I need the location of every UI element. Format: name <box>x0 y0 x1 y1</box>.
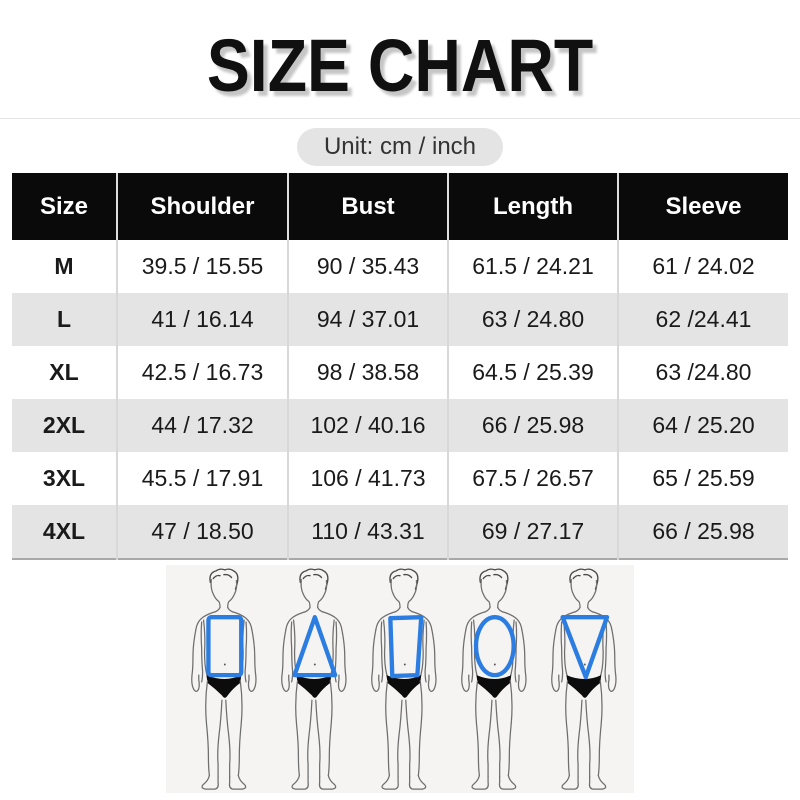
oval-shape-icon <box>473 615 516 678</box>
body-figure-trapezoid <box>356 567 444 791</box>
col-header-bust: Bust <box>287 173 448 240</box>
sleeve-cell: 64 / 25.20 <box>617 399 788 452</box>
bust-cell: 110 / 43.31 <box>287 505 448 559</box>
shoulder-cell: 42.5 / 16.73 <box>116 346 288 399</box>
length-cell: 66 / 25.98 <box>447 399 618 452</box>
male-silhouette-triangle <box>281 568 347 790</box>
table-row-4xl: 4XL 47 / 18.50 110 / 43.31 69 / 27.17 66… <box>12 505 788 559</box>
body-figure-inverted-triangle <box>536 567 624 791</box>
size-table-body: M 39.5 / 15.55 90 / 35.43 61.5 / 24.21 6… <box>12 240 788 559</box>
bust-cell: 90 / 35.43 <box>287 240 448 293</box>
shoulder-cell: 44 / 17.32 <box>116 399 288 452</box>
length-cell: 61.5 / 24.21 <box>447 240 618 293</box>
size-cell: 3XL <box>12 452 117 505</box>
sleeve-cell: 62 /24.41 <box>617 293 788 346</box>
trapezoid-shape-icon <box>388 615 424 679</box>
length-cell: 67.5 / 26.57 <box>447 452 618 505</box>
table-row-xl: XL 42.5 / 16.73 98 / 38.58 64.5 / 25.39 … <box>12 346 788 399</box>
size-cell: M <box>12 240 117 293</box>
size-cell: 4XL <box>12 505 117 559</box>
male-silhouette-inverted-triangle <box>551 568 617 790</box>
page-title: SIZE CHART <box>0 0 800 104</box>
table-row-m: M 39.5 / 15.55 90 / 35.43 61.5 / 24.21 6… <box>12 240 788 293</box>
size-cell: 2XL <box>12 399 117 452</box>
sleeve-cell: 65 / 25.59 <box>617 452 788 505</box>
body-figure-rectangle <box>176 567 264 791</box>
sleeve-cell: 61 / 24.02 <box>617 240 788 293</box>
male-silhouette-trapezoid <box>371 568 437 790</box>
male-silhouette-oval <box>461 568 527 790</box>
triangle-shape-icon <box>292 615 338 678</box>
length-cell: 64.5 / 25.39 <box>447 346 618 399</box>
col-header-shoulder: Shoulder <box>116 173 288 240</box>
page-title-text: SIZE CHART <box>206 24 594 107</box>
size-table: Size Shoulder Bust Length Sleeve M 39.5 … <box>12 173 788 560</box>
size-cell: XL <box>12 346 117 399</box>
table-row-2xl: 2XL 44 / 17.32 102 / 40.16 66 / 25.98 64… <box>12 399 788 452</box>
size-table-header: Size Shoulder Bust Length Sleeve <box>12 173 788 240</box>
bust-cell: 102 / 40.16 <box>287 399 448 452</box>
unit-pill-row: Unit: cm / inch <box>0 128 800 166</box>
size-cell: L <box>12 293 117 346</box>
shoulder-cell: 47 / 18.50 <box>116 505 288 559</box>
sleeve-cell: 63 /24.80 <box>617 346 788 399</box>
header-row: Size Shoulder Bust Length Sleeve <box>12 173 788 240</box>
col-header-sleeve: Sleeve <box>617 173 788 240</box>
body-type-strip <box>166 565 634 793</box>
rectangle-shape-icon <box>206 615 244 678</box>
shoulder-cell: 41 / 16.14 <box>116 293 288 346</box>
length-cell: 69 / 27.17 <box>447 505 618 559</box>
table-row-3xl: 3XL 45.5 / 17.91 106 / 41.73 67.5 / 26.5… <box>12 452 788 505</box>
bust-cell: 106 / 41.73 <box>287 452 448 505</box>
sleeve-cell: 66 / 25.98 <box>617 505 788 559</box>
col-header-length: Length <box>447 173 618 240</box>
shoulder-cell: 39.5 / 15.55 <box>116 240 288 293</box>
length-cell: 63 / 24.80 <box>447 293 618 346</box>
bust-cell: 98 / 38.58 <box>287 346 448 399</box>
table-row-l: L 41 / 16.14 94 / 37.01 63 / 24.80 62 /2… <box>12 293 788 346</box>
body-figure-oval <box>446 567 534 791</box>
col-header-size: Size <box>12 173 117 240</box>
bust-cell: 94 / 37.01 <box>287 293 448 346</box>
body-figure-triangle <box>266 567 354 791</box>
inverted-triangle-shape-icon <box>560 615 610 680</box>
unit-badge: Unit: cm / inch <box>296 128 504 166</box>
title-divider <box>0 118 800 119</box>
male-silhouette-rectangle <box>191 568 257 790</box>
shoulder-cell: 45.5 / 17.91 <box>116 452 288 505</box>
